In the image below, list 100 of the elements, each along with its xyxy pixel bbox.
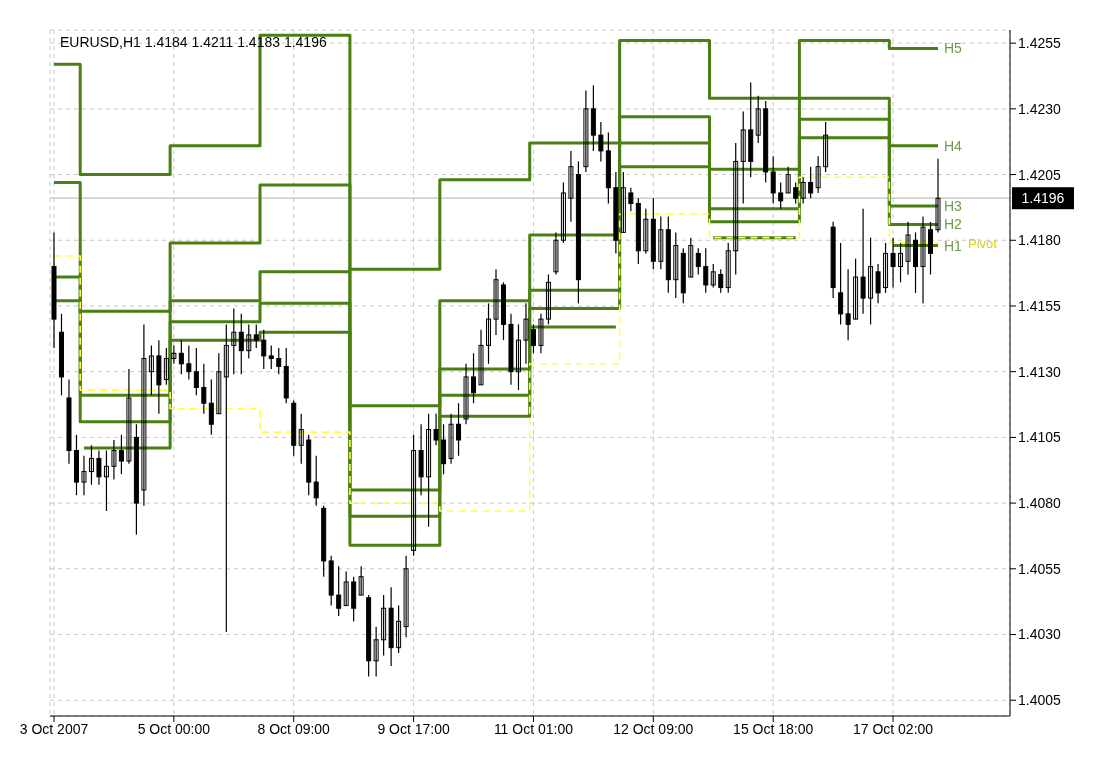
candlestick — [358, 565, 364, 596]
candlestick — [725, 242, 731, 294]
candlestick — [583, 89, 589, 173]
candlestick — [403, 555, 409, 638]
candlestick — [898, 242, 904, 283]
candlestick — [755, 95, 761, 144]
candlestick — [111, 439, 117, 481]
candlestick — [246, 323, 252, 360]
candlestick — [718, 268, 724, 294]
candlestick — [88, 444, 94, 486]
candlestick — [373, 626, 379, 678]
y-tick-label: 1.4205 — [1018, 166, 1062, 183]
x-tick-label: 8 Oct 09:00 — [257, 720, 331, 737]
candlestick — [171, 344, 177, 365]
candlestick — [628, 187, 634, 212]
y-tick-label: 1.4130 — [1018, 363, 1062, 380]
candlestick — [103, 449, 109, 512]
candlestick — [710, 263, 716, 289]
text: Pivot — [968, 235, 998, 251]
y-tick-label: 1.4155 — [1018, 297, 1062, 314]
candlestick — [808, 166, 814, 199]
candlestick — [486, 302, 492, 365]
candlestick — [785, 166, 791, 194]
candlestick — [96, 449, 102, 486]
y-tick-label: 1.4005 — [1018, 692, 1062, 709]
candlestick — [688, 237, 694, 278]
candlestick — [883, 242, 889, 294]
ref-line-label: 1.4196 — [1021, 190, 1065, 207]
candlestick — [441, 423, 447, 475]
candlestick — [770, 155, 776, 205]
x-tick-label: 5 Oct 00:00 — [137, 720, 211, 737]
candlestick — [815, 155, 821, 194]
candlestick — [703, 247, 709, 294]
candlestick — [935, 158, 941, 233]
candlestick — [448, 413, 454, 465]
candlestick — [336, 565, 342, 617]
candlestick — [560, 181, 566, 244]
candlestick — [193, 347, 199, 396]
candlestick — [905, 221, 911, 276]
x-tick-label: 12 Oct 09:00 — [613, 720, 694, 737]
candlestick — [231, 308, 237, 375]
candlestick — [411, 434, 417, 557]
candlestick — [276, 347, 282, 375]
candlestick — [433, 413, 439, 446]
candlestick — [178, 339, 184, 375]
candlestick — [568, 150, 574, 223]
candlestick — [463, 363, 469, 425]
y-tick-label: 1.4080 — [1018, 495, 1062, 512]
candlestick — [456, 402, 462, 457]
candlestick — [838, 242, 844, 325]
x-tick-label: 11 Oct 01:00 — [493, 720, 574, 737]
candlestick — [141, 323, 147, 507]
candlestick — [381, 594, 387, 657]
y-tick-label: 1.4055 — [1018, 560, 1062, 577]
x-tick-label: 15 Oct 18:00 — [733, 720, 814, 737]
candlestick — [890, 237, 896, 289]
candlestick — [396, 605, 402, 654]
candlestick — [673, 231, 679, 299]
candlestick — [186, 344, 192, 381]
candlestick — [875, 263, 881, 304]
candlestick — [538, 313, 544, 354]
candlestick — [261, 329, 267, 370]
candlestick — [740, 110, 746, 205]
candlestick — [163, 347, 169, 386]
candlestick — [778, 181, 784, 210]
series-label: H3 — [944, 198, 963, 215]
series-label: H2 — [944, 216, 963, 233]
candlestick — [823, 121, 829, 173]
candlestick — [733, 142, 739, 276]
candlestick — [515, 323, 521, 391]
candlestick — [208, 378, 214, 436]
candlestick — [860, 208, 866, 315]
candlestick — [658, 216, 664, 270]
candlestick — [553, 231, 559, 276]
y-tick-label: 1.4255 — [1018, 35, 1062, 52]
candlestick — [238, 313, 244, 375]
candlestick — [853, 258, 859, 320]
candlestick — [253, 323, 259, 349]
candlestick — [126, 368, 132, 465]
candlestick — [868, 237, 874, 325]
candlestick — [928, 221, 934, 276]
candlestick — [695, 247, 701, 276]
candlestick — [216, 352, 222, 415]
candlestick — [298, 413, 304, 465]
series-label: H4 — [944, 137, 963, 154]
candlestick — [800, 176, 806, 205]
candlestick — [793, 181, 799, 205]
candlestick — [545, 273, 551, 325]
candlestick — [478, 329, 484, 386]
y-tick-label: 1.4180 — [1018, 232, 1062, 249]
x-tick-label: 17 Oct 02:00 — [852, 720, 934, 737]
candlestick — [148, 344, 154, 396]
candlestick — [523, 302, 529, 365]
candlestick — [530, 323, 536, 354]
x-tick-label: 3 Oct 2007 — [19, 720, 89, 737]
candlestick — [643, 208, 649, 255]
candlestick — [598, 121, 604, 163]
candlestick — [118, 434, 124, 475]
candlestick — [268, 344, 274, 370]
series-label: H5 — [944, 40, 963, 57]
